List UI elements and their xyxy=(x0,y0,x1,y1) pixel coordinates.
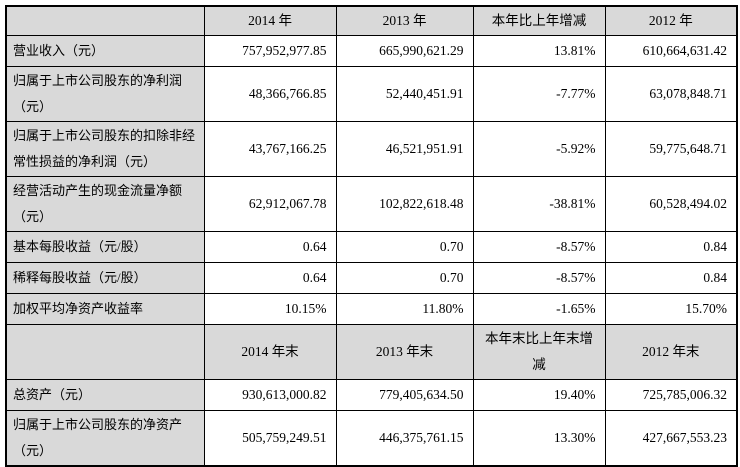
row-label-cell: 加权平均净资产收益率 xyxy=(5,293,205,325)
change-value-cell: -1.65% xyxy=(472,293,606,325)
change-value-cell: -5.92% xyxy=(472,121,606,177)
year-header-cell: 2013 年末 xyxy=(335,324,474,380)
year-header-cell: 本年末比上年末增减 xyxy=(472,324,606,380)
amount-value-cell: 0.84 xyxy=(604,262,738,294)
year-header-cell: 2014 年末 xyxy=(203,324,337,380)
year-header-cell: 2013 年 xyxy=(335,5,474,36)
amount-value-cell: 43,767,166.25 xyxy=(203,121,337,177)
year-header-cell: 本年比上年增减 xyxy=(472,5,606,36)
financial-summary-table: 2014 年 2013 年本年比上年增减 2012 年营业收入（元） 757,952,… xyxy=(5,5,738,467)
table-row: 归属于上市公司股东的扣除非经常性损益的净利润（元） 43,767,166.25 46… xyxy=(5,121,738,177)
amount-value-cell: 63,078,848.71 xyxy=(604,66,738,122)
amount-value-cell: 757,952,977.85 xyxy=(203,35,337,67)
change-value-cell: 13.30% xyxy=(472,410,606,467)
table-row: 归属于上市公司股东的净资产（元） 505,759,249.51 446,375,76… xyxy=(5,410,738,467)
amount-value-cell: 0.70 xyxy=(335,231,474,263)
amount-value-cell: 427,667,553.23 xyxy=(604,410,738,467)
row-label-cell: 归属于上市公司股东的扣除非经常性损益的净利润（元） xyxy=(5,121,205,177)
amount-value-cell: 665,990,621.29 xyxy=(335,35,474,67)
header-row: 2014 年 2013 年本年比上年增减 2012 年 xyxy=(5,5,738,36)
row-label-cell: 稀释每股收益（元/股） xyxy=(5,262,205,294)
amount-value-cell: 10.15% xyxy=(203,293,337,325)
amount-value-cell: 46,521,951.91 xyxy=(335,121,474,177)
amount-value-cell: 48,366,766.85 xyxy=(203,66,337,122)
amount-value-cell: 779,405,634.50 xyxy=(335,379,474,411)
table-row: 加权平均净资产收益率 10.15% 11.80% -1.65% 15.70% xyxy=(5,293,738,325)
row-label-cell: 总资产（元） xyxy=(5,379,205,411)
row-label-cell: 归属于上市公司股东的净资产（元） xyxy=(5,410,205,467)
change-value-cell: -7.77% xyxy=(472,66,606,122)
row-label-cell: 经营活动产生的现金流量净额（元） xyxy=(5,176,205,232)
table-row: 经营活动产生的现金流量净额（元） 62,912,067.78 102,822,618… xyxy=(5,176,738,232)
financial-table-body: 2014 年 2013 年本年比上年增减 2012 年营业收入（元） 757,952,… xyxy=(5,5,738,467)
year-header-cell: 2014 年 xyxy=(203,5,337,36)
amount-value-cell: 505,759,249.51 xyxy=(203,410,337,467)
amount-value-cell: 0.84 xyxy=(604,231,738,263)
row-label-cell: 归属于上市公司股东的净利润（元） xyxy=(5,66,205,122)
amount-value-cell: 15.70% xyxy=(604,293,738,325)
row-label-cell: 营业收入（元） xyxy=(5,35,205,67)
table-row: 总资产（元） 930,613,000.82 779,405,634.50 19.40%… xyxy=(5,379,738,411)
year-header-cell: 2012 年末 xyxy=(604,324,738,380)
table-row: 营业收入（元） 757,952,977.85 665,990,621.29 13.81… xyxy=(5,35,738,67)
table-row: 归属于上市公司股东的净利润（元） 48,366,766.85 52,440,451.… xyxy=(5,66,738,122)
corner-cell xyxy=(5,5,205,36)
change-value-cell: -8.57% xyxy=(472,231,606,263)
amount-value-cell: 52,440,451.91 xyxy=(335,66,474,122)
change-value-cell: -38.81% xyxy=(472,176,606,232)
change-value-cell: 19.40% xyxy=(472,379,606,411)
table-row: 基本每股收益（元/股） 0.64 0.70 -8.57% 0.84 xyxy=(5,231,738,263)
amount-value-cell: 0.64 xyxy=(203,231,337,263)
change-value-cell: -8.57% xyxy=(472,262,606,294)
amount-value-cell: 610,664,631.42 xyxy=(604,35,738,67)
amount-value-cell: 60,528,494.02 xyxy=(604,176,738,232)
amount-value-cell: 0.70 xyxy=(335,262,474,294)
amount-value-cell: 446,375,761.15 xyxy=(335,410,474,467)
change-value-cell: 13.81% xyxy=(472,35,606,67)
amount-value-cell: 11.80% xyxy=(335,293,474,325)
row-label-cell: 基本每股收益（元/股） xyxy=(5,231,205,263)
amount-value-cell: 930,613,000.82 xyxy=(203,379,337,411)
table-row: 稀释每股收益（元/股） 0.64 0.70 -8.57% 0.84 xyxy=(5,262,738,294)
amount-value-cell: 59,775,648.71 xyxy=(604,121,738,177)
amount-value-cell: 62,912,067.78 xyxy=(203,176,337,232)
year-header-cell: 2012 年 xyxy=(604,5,738,36)
amount-value-cell: 0.64 xyxy=(203,262,337,294)
corner-cell xyxy=(5,324,205,380)
header-row: 2014 年末 2013 年末 本年末比上年末增减 2012 年末 xyxy=(5,324,738,380)
amount-value-cell: 725,785,006.32 xyxy=(604,379,738,411)
amount-value-cell: 102,822,618.48 xyxy=(335,176,474,232)
